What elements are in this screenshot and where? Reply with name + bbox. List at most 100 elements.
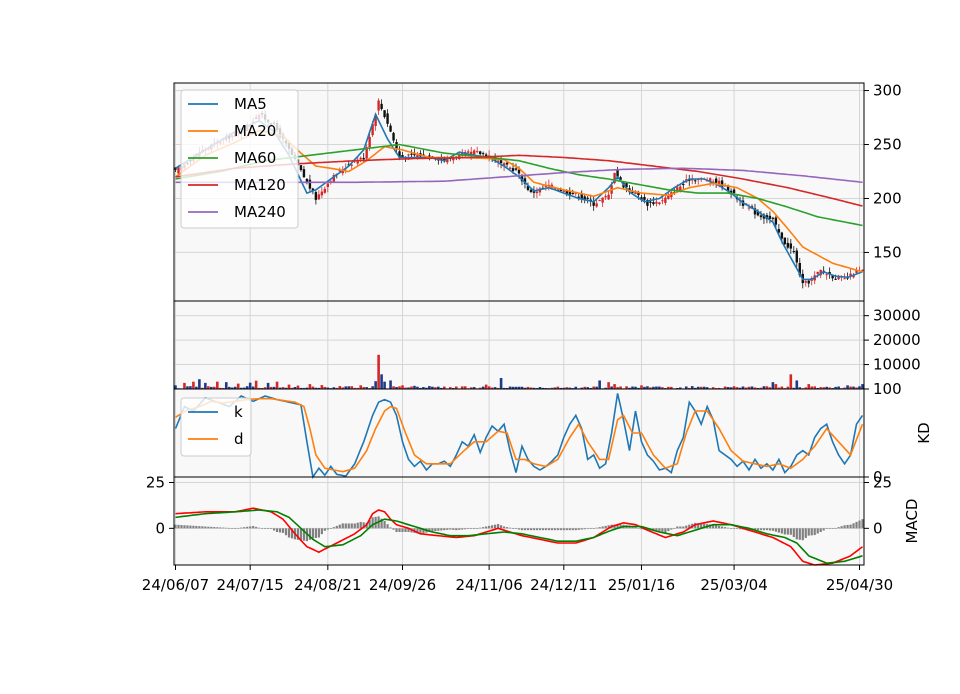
- candle-body: [637, 192, 640, 196]
- macd-hist-bar: [562, 528, 565, 531]
- macd-hist-bar: [768, 528, 772, 531]
- macd-hist-bar: [350, 523, 353, 529]
- candle-body: [843, 278, 846, 280]
- macd-hist-bar: [368, 520, 371, 529]
- x-tick-label: 24/12/11: [530, 576, 597, 594]
- volume-bar: [702, 386, 706, 389]
- volume-bar: [676, 387, 679, 389]
- volume-bar: [759, 387, 763, 389]
- volume-bar: [395, 386, 398, 389]
- macd-hist-bar: [434, 528, 437, 532]
- candle-body: [577, 196, 580, 198]
- volume-bar: [263, 387, 267, 389]
- macd-hist-bar: [222, 527, 225, 529]
- macd-hist-bar: [499, 525, 503, 529]
- macd-hist-bar: [496, 524, 500, 529]
- candle-body: [664, 197, 667, 203]
- candle-body: [792, 251, 796, 253]
- macd-hist-bar: [290, 528, 294, 539]
- volume-bar: [828, 387, 831, 389]
- macd-hist-bar: [771, 528, 774, 531]
- macd-hist-bar: [335, 525, 338, 529]
- candle-body: [559, 189, 563, 192]
- candle-body: [389, 125, 392, 132]
- macd-hist-bar: [762, 528, 766, 531]
- volume-bar: [753, 387, 757, 389]
- macd-hist-bar: [269, 528, 273, 529]
- candle-body: [332, 175, 336, 182]
- macd-hist-bar: [798, 528, 801, 540]
- candle-body: [601, 197, 604, 203]
- volume-bar: [795, 380, 799, 389]
- macd-hist-bar: [840, 526, 843, 529]
- price-y-tick-label: 200: [873, 189, 902, 207]
- volume-bar: [344, 386, 348, 389]
- volume-bar: [207, 386, 210, 389]
- volume-panel-bg: [174, 301, 864, 389]
- volume-bar: [541, 387, 545, 389]
- volume-bar: [696, 386, 700, 389]
- candle-body: [676, 187, 679, 192]
- volume-bar: [478, 387, 482, 389]
- volume-bar: [768, 387, 772, 389]
- volume-bar: [281, 387, 285, 389]
- candle-body: [422, 154, 425, 156]
- volume-bar: [804, 387, 808, 389]
- volume-bar: [204, 382, 207, 389]
- volume-bar: [661, 387, 664, 389]
- volume-bar: [347, 386, 351, 389]
- macd-hist-bar: [302, 528, 306, 541]
- volume-bar: [852, 386, 855, 389]
- macd-hist-bar: [338, 524, 341, 529]
- candle-body: [679, 186, 682, 191]
- macd-y-tick-label: 25: [873, 474, 892, 492]
- macd-hist-bar: [658, 528, 661, 532]
- candle-body: [729, 190, 733, 194]
- macd-hist-bar: [210, 526, 213, 529]
- macd-hist-bar: [697, 523, 700, 529]
- volume-bar: [186, 386, 189, 389]
- candle-body: [807, 280, 810, 284]
- macd-hist-bar: [574, 528, 577, 531]
- candle-body: [640, 197, 643, 200]
- candle-body: [413, 153, 416, 156]
- x-tick-label: 24/07/15: [216, 576, 283, 594]
- candle-body: [380, 103, 383, 110]
- macd-hist-bar: [598, 527, 601, 529]
- candle-body: [553, 188, 557, 190]
- candle-body: [565, 190, 568, 194]
- volume-bar: [741, 386, 745, 389]
- candle-body: [320, 191, 324, 196]
- volume-bar: [224, 382, 228, 389]
- macd-hist-bar: [246, 526, 249, 529]
- macd-hist-bar: [792, 528, 795, 538]
- macd-hist-bar: [849, 524, 852, 529]
- volume-bar: [422, 387, 425, 389]
- volume-bar: [487, 386, 491, 389]
- macd-hist-bar: [556, 528, 559, 531]
- volume-bar: [652, 386, 655, 389]
- candle-body: [649, 201, 652, 203]
- volume-bar: [353, 387, 357, 389]
- candle-body: [326, 183, 330, 188]
- volume-bar: [640, 385, 643, 389]
- candle-body: [759, 215, 763, 218]
- candle-body: [347, 164, 350, 166]
- candle-body: [416, 155, 419, 158]
- candle-body: [502, 163, 506, 166]
- macd-hist-bar: [326, 528, 329, 530]
- volume-bar: [251, 386, 255, 389]
- macd-hist-bar: [443, 528, 446, 531]
- candle-body: [855, 270, 858, 273]
- volume-bar: [508, 386, 512, 389]
- volume-bar: [723, 386, 727, 389]
- macd-hist-bar: [225, 527, 228, 529]
- volume-bar: [774, 384, 778, 389]
- macd-hist-bar: [299, 528, 303, 541]
- macd-hist-bar: [395, 528, 398, 532]
- macd-hist-bar: [700, 523, 703, 529]
- volume-bar: [553, 387, 557, 389]
- volume-bar: [299, 387, 303, 389]
- candle-body: [562, 190, 566, 192]
- candle-body: [338, 170, 341, 172]
